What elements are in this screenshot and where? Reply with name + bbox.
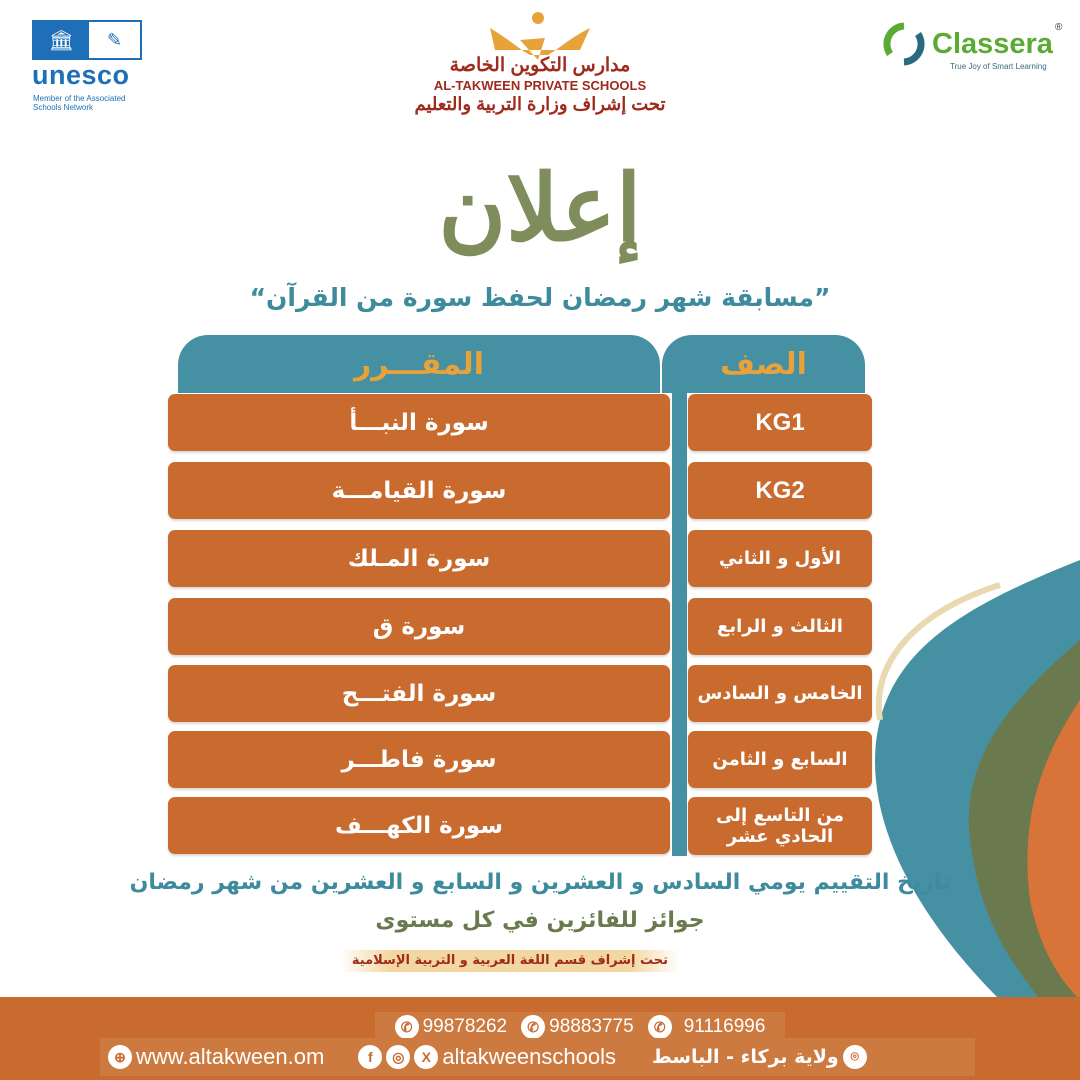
grade-cell: الثالث و الرابع [688, 598, 872, 655]
school-name-en: AL-TAKWEEN PRIVATE SCHOOLS [433, 78, 647, 93]
whatsapp-icon: ✆ [394, 1015, 419, 1039]
grade-cell: KG2 [688, 462, 872, 519]
location-pin-icon: ⌾ [842, 1045, 867, 1069]
classera-logo: Classera ® [882, 22, 1062, 66]
facebook-icon[interactable]: f [358, 1045, 383, 1069]
surah-cell: سورة ق [168, 598, 670, 655]
surah-cell: سورة فاطـــر [168, 731, 670, 788]
grade-cell: من التاسع إلى الحادي عشر [688, 797, 872, 855]
school-name-ar: مدارس التكوين الخاصة [449, 55, 631, 76]
surah-cell: سورة الكهـــف [168, 797, 670, 854]
social-handle[interactable]: altakweenschools [442, 1044, 616, 1069]
x-icon[interactable]: X [414, 1045, 439, 1069]
phone-2[interactable]: 98883775 [549, 1016, 634, 1037]
website-link[interactable]: www.altakween.om [136, 1044, 325, 1069]
evaluation-date: تاريخ التقييم يومي السادس و العشرين و ال… [129, 870, 951, 895]
registered-mark: ® [1054, 22, 1063, 33]
grade-cell: KG1 [688, 394, 872, 451]
cream-swoosh [875, 582, 1001, 721]
classera-tagline: True Joy of Smart Learning [950, 62, 1047, 71]
announcement-calligraphy: إعلان [438, 154, 642, 262]
whatsapp-icon: ✆ [521, 1015, 546, 1039]
surah-cell: سورة المـلك [168, 530, 670, 587]
department-supervision: تحت إشراف قسم اللغة العربية و التربية ال… [340, 950, 680, 972]
grade-cell: الأول و الثاني [688, 530, 872, 587]
competition-title: ”مسابقة شهر رمضان لحفظ سورة من القرآن“ [249, 283, 831, 312]
surah-cell: سورة النبـــأ [168, 394, 670, 451]
unesco-logo: 🏛 ✎ [32, 20, 142, 60]
location-text: ولاية بركاء - الباسط [651, 1046, 839, 1068]
unesco-subtitle: Member of the Associated Schools Network [33, 94, 126, 112]
ministry-supervision: تحت إشراف وزارة التربية والتعليم [414, 94, 666, 114]
orange-swoosh [1027, 700, 1080, 1000]
surah-cell: سورة القيامـــة [168, 462, 670, 519]
classera-name: Classera [932, 27, 1053, 60]
grade-cell: الخامس و السادس [688, 665, 872, 722]
school-logo-head [532, 12, 544, 24]
unesco-wordmark: unesco [32, 60, 130, 90]
whatsapp-icon: ✆ [647, 1015, 672, 1039]
phone-1[interactable]: 99878262 [422, 1016, 508, 1037]
school-logo-block: مدارس التكوين الخاصة AL-TAKWEEN PRIVATE … [400, 10, 680, 115]
phone-3[interactable]: 91116996 [683, 1016, 766, 1037]
table-divider [672, 390, 687, 856]
phone-numbers: ✆ 99878262 ✆ 98883775 ✆ 91116996 [375, 1012, 785, 1042]
globe-icon: ⊕ [108, 1045, 132, 1069]
classera-swirl-icon [883, 22, 925, 66]
instagram-icon[interactable]: ◎ [386, 1045, 411, 1069]
school-logo [490, 28, 590, 60]
surah-cell: سورة الفتـــح [168, 665, 670, 722]
prizes-note: جوائز للفائزين في كل مستوى [375, 908, 705, 933]
header-curriculum: المقـــرر [178, 335, 660, 393]
grade-cell: السابع و الثامن [688, 731, 872, 788]
header-grade: الصف [662, 335, 865, 393]
